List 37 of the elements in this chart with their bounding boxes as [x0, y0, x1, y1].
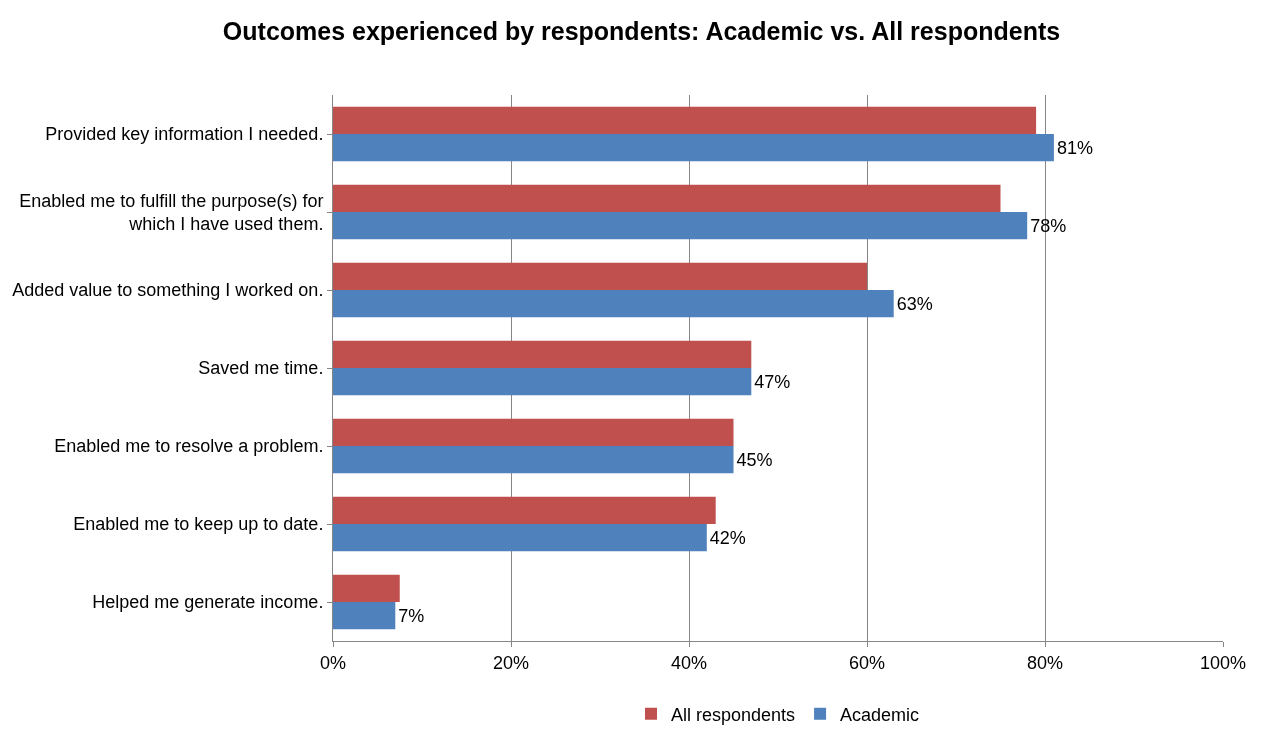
- chart-title: Outcomes experienced by respondents: Academic vs. All respondents: [222, 16, 1061, 45]
- bar: [333, 446, 734, 474]
- data-label: 45%: [736, 449, 773, 470]
- y-tick-label: Enabled me to resolve a problem.: [54, 436, 324, 457]
- data-label: 7%: [398, 605, 425, 626]
- bar: [333, 524, 707, 552]
- y-tick-label: Enabled me to keep up to date.: [73, 514, 324, 535]
- bar: [333, 290, 894, 318]
- y-tick-label: Saved me time.: [198, 358, 324, 379]
- bar: [333, 212, 1028, 240]
- x-tick-label: 20%: [492, 652, 530, 673]
- x-tick-label: 40%: [670, 652, 708, 673]
- bar: [333, 134, 1054, 162]
- bar: [333, 184, 1001, 212]
- bar: [333, 368, 752, 396]
- bar: [333, 496, 716, 524]
- bar: [333, 602, 396, 630]
- bar: [333, 340, 752, 368]
- x-tick-label: 60%: [848, 652, 886, 673]
- data-label: 47%: [754, 371, 791, 392]
- data-label: 78%: [1030, 215, 1067, 236]
- bar: [333, 262, 867, 290]
- bar: [333, 574, 400, 602]
- bar: [333, 106, 1037, 134]
- y-tick-label: Enabled me to fulfill the purpose(s) for which I have used them.: [19, 190, 324, 234]
- data-label: 81%: [1056, 137, 1093, 158]
- x-tick-label: 0%: [319, 652, 347, 673]
- legend-label: All respondents: [671, 704, 796, 725]
- y-tick-label: Provided key information I needed.: [45, 124, 324, 145]
- x-tick-label: 80%: [1026, 652, 1064, 673]
- data-label: 42%: [709, 527, 746, 548]
- bar: [333, 418, 734, 446]
- y-tick-label: Helped me generate income.: [92, 592, 324, 613]
- legend-label: Academic: [840, 704, 920, 725]
- x-tick-label: 100%: [1199, 652, 1247, 673]
- y-tick-label: Added value to something I worked on.: [12, 280, 324, 301]
- data-label: 63%: [896, 293, 933, 314]
